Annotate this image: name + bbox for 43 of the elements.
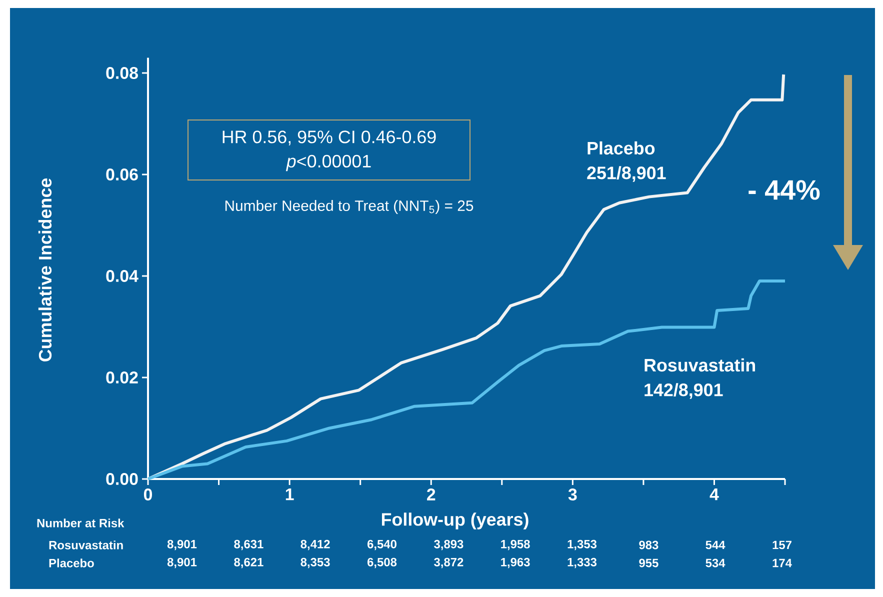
text: 983 — [639, 540, 658, 550]
y-tick-label: 0.00 — [106, 472, 138, 485]
x-tick-label: 3 — [568, 488, 577, 501]
annotation: Number Needed to Treat (NNT$_{5}$) = 25 — [225, 200, 474, 214]
text: 955 — [639, 558, 658, 568]
text: 8,621 — [234, 558, 264, 568]
y-tick-label: 0.08 — [106, 66, 138, 79]
x-tick-label: 1 — [286, 488, 294, 500]
x-tick-label: 0 — [144, 488, 152, 500]
text: 544 — [706, 540, 726, 550]
annotation: 142/8,901 — [644, 383, 723, 399]
text: Placebo — [588, 141, 655, 155]
text: 6,540 — [367, 540, 396, 550]
text: 174 — [772, 558, 792, 568]
text: Number at Risk — [37, 518, 124, 528]
text: 3,893 — [434, 540, 464, 550]
text: 8,353 — [300, 558, 330, 568]
annotation: HR 0.56, 95% CI 0.46-0.69 — [222, 130, 436, 146]
annotation: p<0.00001 — [286, 154, 371, 172]
y-tick-label: 0.06 — [106, 168, 138, 180]
text: 157 — [772, 540, 792, 550]
text: 1,333 — [568, 558, 597, 568]
annotation: - 44% — [748, 180, 820, 200]
text: 8,901 — [167, 540, 197, 550]
series-label: Rosuvastatin — [644, 358, 756, 372]
text: 3,872 — [434, 558, 464, 568]
text: 6,508 — [367, 558, 397, 568]
text: 1,963 — [501, 558, 530, 568]
y-axis-title: Cumulative Incidence — [38, 178, 52, 362]
text: 8,412 — [300, 540, 330, 550]
text: 8,631 — [234, 540, 264, 550]
text: Rosuvastatin — [49, 540, 123, 550]
x-axis-title: Follow-up (years) — [382, 512, 528, 530]
text: Placebo — [49, 558, 94, 568]
annotation: 251/8,901 — [587, 166, 666, 182]
text: 534 — [706, 558, 726, 568]
y-tick-label: 0.04 — [106, 270, 138, 282]
x-tick-label: 2 — [427, 488, 436, 500]
x-tick-label: 4 — [710, 488, 719, 500]
text: 8,901 — [167, 558, 197, 568]
y-tick-label: 0.02 — [106, 371, 138, 384]
text: 1,958 — [501, 540, 530, 550]
text: 1,353 — [568, 540, 597, 550]
